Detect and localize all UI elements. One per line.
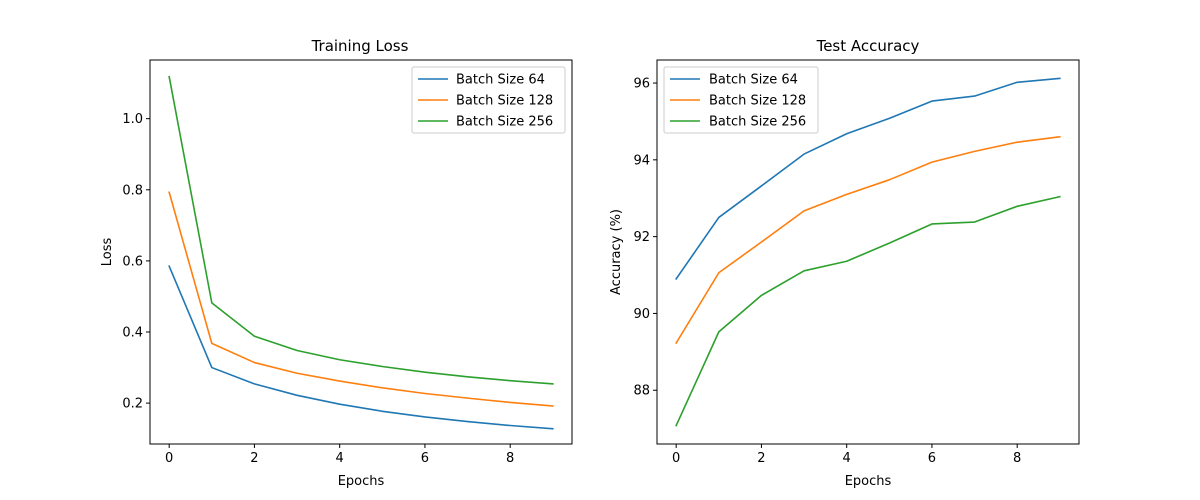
series-line-batch-size-128 bbox=[675, 135, 1061, 345]
x-tick-label: 0 bbox=[672, 451, 680, 466]
plot-lines bbox=[675, 77, 1061, 427]
x-tick-label: 6 bbox=[421, 451, 429, 466]
y-tick-label: 94 bbox=[633, 153, 650, 168]
y-tick-label: 0.6 bbox=[122, 254, 143, 269]
legend-box bbox=[663, 66, 819, 134]
x-tick-label: 6 bbox=[928, 451, 936, 466]
plot-frame bbox=[656, 59, 1080, 445]
series-line-batch-size-256 bbox=[168, 75, 554, 385]
x-tick-label: 4 bbox=[336, 451, 344, 466]
legend: Batch Size 64 Batch Size 128 Batch Size … bbox=[411, 66, 566, 134]
series-line-batch-size-128 bbox=[168, 191, 554, 407]
x-tick-label: 4 bbox=[843, 451, 851, 466]
plot-lines bbox=[168, 75, 554, 430]
y-tick-label: 0.8 bbox=[122, 183, 143, 198]
axis-ticks: 0 2 4 6 8 0.2 0.4 0.6 0.8 1.0 bbox=[122, 112, 514, 466]
training-loss-chart: Training Loss 0 2 4 6 8 0.2 0.4 0.6 0.8 1.0 Epoch… bbox=[100, 37, 573, 489]
x-axis-label: Epochs bbox=[845, 474, 892, 489]
y-tick-label: 96 bbox=[633, 77, 650, 92]
y-axis-label: Accuracy (%) bbox=[609, 209, 624, 295]
series-line-batch-size-64 bbox=[675, 77, 1061, 280]
legend-label-batch-256: Batch Size 256 bbox=[709, 115, 806, 130]
legend: Batch Size 64 Batch Size 128 Batch Size … bbox=[663, 66, 819, 134]
y-tick-label: 92 bbox=[633, 230, 650, 245]
series-line-batch-size-64 bbox=[168, 265, 554, 430]
x-tick-label: 2 bbox=[757, 451, 765, 466]
legend-box bbox=[411, 66, 566, 134]
x-axis-label: Epochs bbox=[338, 474, 385, 489]
x-tick-label: 8 bbox=[506, 451, 514, 466]
legend-label-batch-128: Batch Size 128 bbox=[456, 94, 553, 109]
y-tick-label: 0.4 bbox=[122, 326, 143, 341]
legend-label-batch-128: Batch Size 128 bbox=[709, 94, 806, 109]
x-tick-label: 2 bbox=[250, 451, 258, 466]
series-line-batch-size-256 bbox=[675, 195, 1061, 427]
y-tick-label: 1.0 bbox=[122, 112, 143, 127]
y-tick-label: 90 bbox=[633, 307, 650, 322]
legend-label-batch-256: Batch Size 256 bbox=[456, 115, 553, 130]
legend-label-batch-64: Batch Size 64 bbox=[456, 73, 545, 88]
chart-title: Training Loss bbox=[311, 37, 409, 55]
chart-title: Test Accuracy bbox=[816, 37, 920, 55]
x-tick-label: 8 bbox=[1013, 451, 1021, 466]
x-tick-label: 0 bbox=[165, 451, 173, 466]
y-tick-label: 88 bbox=[633, 384, 650, 399]
plot-frame bbox=[149, 59, 573, 445]
y-tick-label: 0.2 bbox=[122, 397, 143, 412]
legend-label-batch-64: Batch Size 64 bbox=[709, 73, 798, 88]
y-axis-label: Loss bbox=[100, 238, 115, 267]
